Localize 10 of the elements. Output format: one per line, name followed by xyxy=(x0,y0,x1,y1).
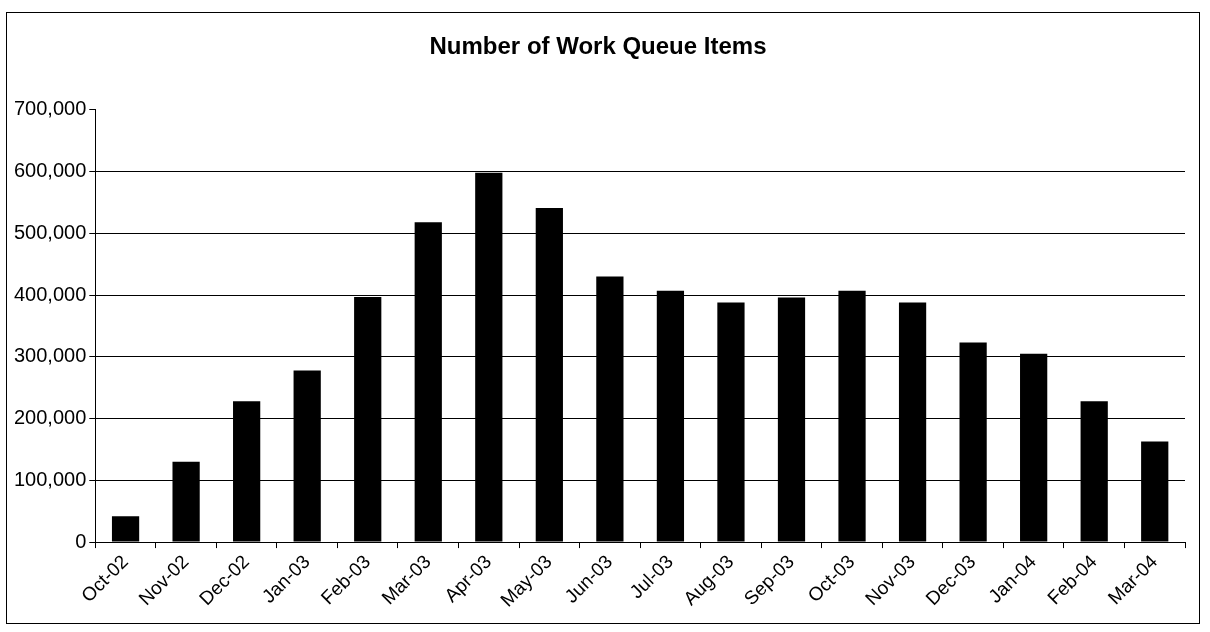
chart-title: Number of Work Queue Items xyxy=(429,32,767,60)
y-tick-label: 700,000 xyxy=(14,97,87,120)
y-tick-label: 300,000 xyxy=(14,344,87,367)
bar xyxy=(111,516,140,542)
y-tick-label: 100,000 xyxy=(14,467,87,490)
y-tick-label: 600,000 xyxy=(14,159,87,182)
y-tick-label: 0 xyxy=(75,529,87,552)
y-tick-label: 200,000 xyxy=(14,406,87,429)
y-tick-label: 500,000 xyxy=(14,220,87,243)
y-tick-label: 400,000 xyxy=(14,282,87,305)
